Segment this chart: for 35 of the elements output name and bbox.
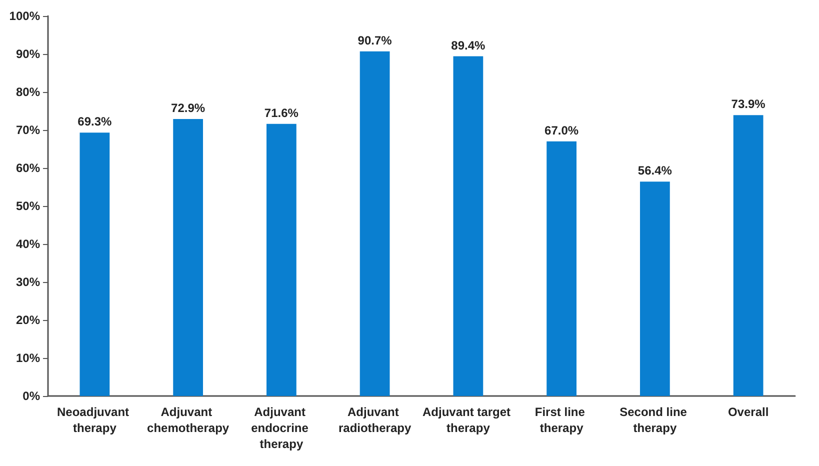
bar [266,124,296,396]
bar [453,56,484,396]
bar [173,118,204,396]
bar [80,132,110,396]
y-tick-label: 30% [16,275,40,289]
bar [546,141,576,396]
y-tick-label: 0% [22,389,40,403]
y-tick-label: 50% [16,199,40,213]
x-tick-label: Adjuvant endocrine therapy [251,405,312,451]
data-label: 90.7% [358,33,392,48]
x-tick-label: First line therapy [534,405,588,435]
y-tick-label: 60% [16,161,40,175]
y-tick-label: 20% [16,313,40,327]
x-tick-label: Adjuvant target therapy [422,405,514,435]
y-tick-label: 70% [16,123,40,137]
data-label: 72.9% [171,100,206,115]
x-tick-label: Second line therapy [620,405,690,435]
bar [360,51,390,396]
data-label: 56.4% [638,164,672,178]
x-tick-label: Adjuvant chemotherapy [147,405,230,435]
y-tick-label: 10% [16,351,40,365]
y-tick-label: 40% [16,237,40,251]
bar [640,182,670,396]
data-label: 73.9% [731,97,766,112]
y-tick-label: 100% [9,9,40,23]
data-label: 67.0% [544,123,579,138]
y-tick-label: 80% [16,85,40,99]
x-tick-label: Overall [728,405,769,419]
data-label: 69.3% [78,114,112,129]
data-label: 71.6% [264,106,299,120]
x-tick-label: Adjuvant radiotherapy [338,405,412,435]
data-label: 89.4% [451,38,486,52]
x-tick-label: Neoadjuvant therapy [57,405,132,435]
y-tick-label: 90% [16,47,40,61]
bar [733,115,764,396]
